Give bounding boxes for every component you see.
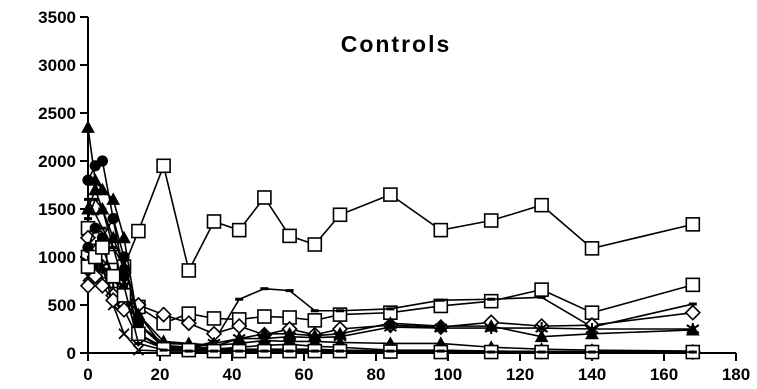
- y-tick-label: 1000: [38, 248, 76, 267]
- x-tick-label: 100: [434, 365, 462, 384]
- y-tick-label: 500: [48, 296, 76, 315]
- data-point: [182, 264, 195, 277]
- data-point: [283, 229, 296, 242]
- data-point: [119, 252, 129, 262]
- x-tick-label: 180: [722, 365, 750, 384]
- x-tick-label: 60: [295, 365, 314, 384]
- data-point: [384, 188, 397, 201]
- data-point: [586, 242, 599, 255]
- y-tick-label: 3500: [38, 8, 76, 27]
- data-point: [108, 214, 118, 224]
- data-point: [97, 156, 107, 166]
- data-point: [535, 199, 548, 212]
- data-point: [233, 224, 246, 237]
- data-point: [157, 159, 170, 172]
- x-tick-label: 120: [506, 365, 534, 384]
- series-line: [88, 247, 693, 352]
- data-point: [96, 241, 109, 254]
- data-point: [208, 215, 221, 228]
- data-point: [118, 289, 131, 302]
- data-point: [132, 225, 145, 238]
- data-point: [308, 314, 321, 327]
- data-point: [82, 121, 94, 132]
- data-point: [132, 327, 145, 340]
- series-6: [82, 121, 699, 351]
- series-line: [88, 166, 693, 271]
- x-tick-label: 160: [650, 365, 678, 384]
- data-point: [107, 270, 120, 283]
- data-point: [434, 224, 447, 237]
- data-point: [535, 283, 548, 296]
- data-point: [485, 295, 498, 308]
- data-point: [258, 310, 271, 323]
- data-point: [208, 312, 221, 325]
- data-point: [686, 218, 699, 231]
- y-tick-label: 2000: [38, 152, 76, 171]
- data-point: [334, 208, 347, 221]
- x-tick-label: 140: [578, 365, 606, 384]
- series-10: [83, 214, 698, 357]
- chart-title: Controls: [341, 31, 452, 57]
- x-tick-label: 80: [367, 365, 386, 384]
- y-tick-label: 2500: [38, 104, 76, 123]
- y-tick-label: 3000: [38, 56, 76, 75]
- data-point: [90, 223, 100, 233]
- data-point: [686, 278, 699, 291]
- data-point: [83, 175, 93, 185]
- data-point: [485, 214, 498, 227]
- data-point: [308, 238, 321, 251]
- series-1: [82, 159, 700, 277]
- x-tick-label: 40: [223, 365, 242, 384]
- y-tick-label: 1500: [38, 200, 76, 219]
- chart-plot-area: [81, 121, 700, 359]
- data-point: [119, 329, 129, 339]
- series-line: [88, 262, 693, 348]
- x-tick-label: 20: [151, 365, 170, 384]
- x-tick-label: 0: [83, 365, 92, 384]
- data-point: [258, 191, 271, 204]
- y-tick-label: 0: [67, 344, 76, 363]
- data-point: [686, 306, 700, 320]
